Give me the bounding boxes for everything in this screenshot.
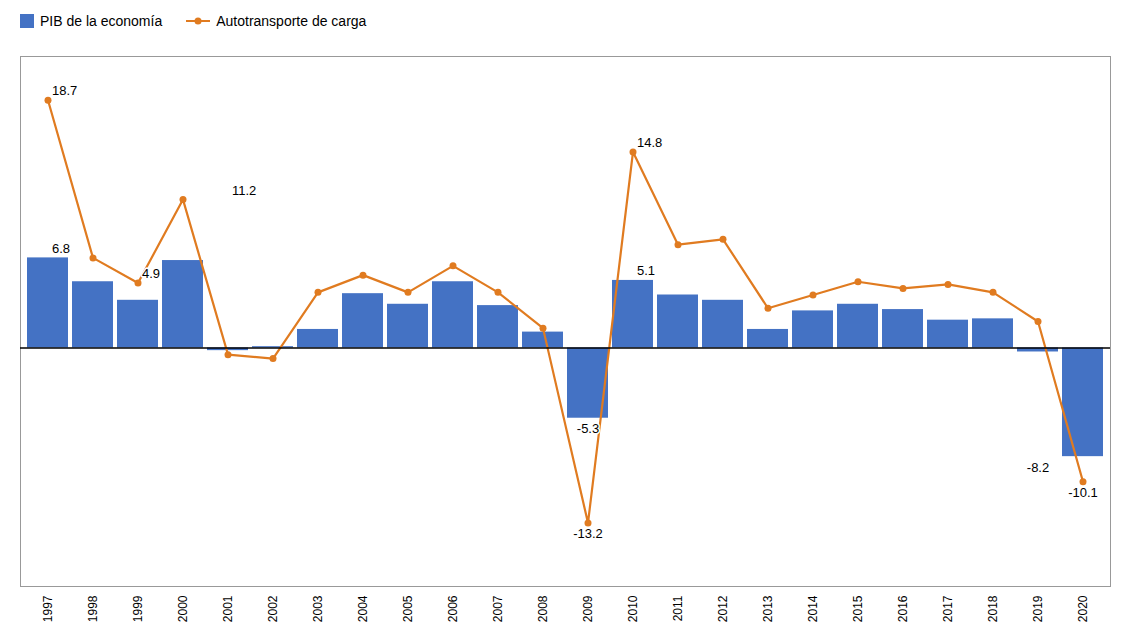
svg-text:2019: 2019 <box>1031 595 1045 622</box>
svg-text:1999: 1999 <box>131 595 145 622</box>
svg-text:2009: 2009 <box>581 595 595 622</box>
svg-text:2018: 2018 <box>986 595 1000 622</box>
svg-text:2008: 2008 <box>536 595 550 622</box>
svg-text:2005: 2005 <box>401 595 415 622</box>
svg-text:-13.2: -13.2 <box>573 526 603 541</box>
svg-text:-5.3: -5.3 <box>577 421 599 436</box>
svg-text:2003: 2003 <box>311 595 325 622</box>
svg-text:2001: 2001 <box>221 595 235 622</box>
svg-text:2017: 2017 <box>941 595 955 622</box>
svg-text:11.2: 11.2 <box>232 183 256 198</box>
svg-text:2015: 2015 <box>851 595 865 622</box>
svg-text:2016: 2016 <box>896 595 910 622</box>
svg-text:6.8: 6.8 <box>52 241 70 256</box>
svg-text:2006: 2006 <box>446 595 460 622</box>
svg-text:2012: 2012 <box>716 595 730 622</box>
svg-text:2013: 2013 <box>761 595 775 622</box>
svg-text:4.9: 4.9 <box>142 266 160 281</box>
svg-text:18.7: 18.7 <box>52 83 77 98</box>
svg-text:2014: 2014 <box>806 595 820 622</box>
svg-text:2002: 2002 <box>266 595 280 622</box>
svg-text:-10.1: -10.1 <box>1068 485 1098 500</box>
svg-text:2020: 2020 <box>1076 595 1090 622</box>
svg-text:2004: 2004 <box>356 595 370 622</box>
svg-text:2000: 2000 <box>176 595 190 622</box>
html-text:Autotransporte de carga: Autotransporte de carga <box>216 13 367 29</box>
svg-text:5.1: 5.1 <box>637 263 655 278</box>
html-text:PIB de la economía: PIB de la economía <box>40 13 163 29</box>
svg-text:1997: 1997 <box>41 595 55 622</box>
svg-text:1998: 1998 <box>86 595 100 622</box>
svg-text:14.8: 14.8 <box>637 135 662 150</box>
svg-text:2011: 2011 <box>671 595 685 621</box>
svg-text:2007: 2007 <box>491 595 505 622</box>
svg-text:-8.2: -8.2 <box>1027 460 1049 475</box>
svg-text:2010: 2010 <box>626 595 640 622</box>
